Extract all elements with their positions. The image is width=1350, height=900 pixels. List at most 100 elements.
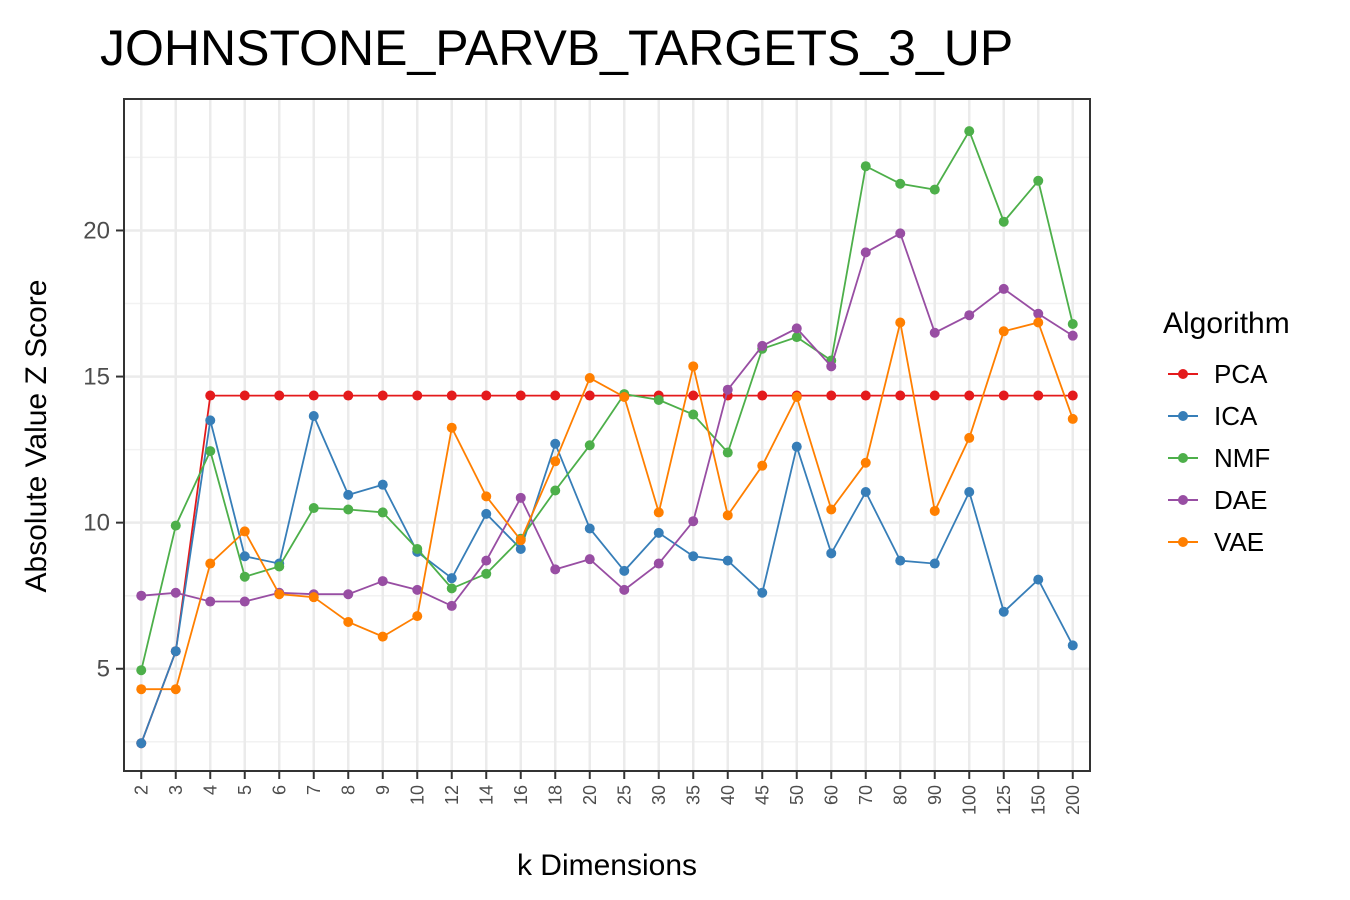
data-point-dae <box>515 492 526 503</box>
data-point-vae <box>1067 413 1078 424</box>
data-point-vae <box>826 504 837 515</box>
x-tick-label: 4 <box>200 785 220 795</box>
data-point-ica <box>653 527 664 538</box>
legend-key-point <box>1178 411 1188 421</box>
x-tick-label: 200 <box>1063 785 1083 815</box>
x-tick-label: 50 <box>787 785 807 805</box>
data-point-vae <box>929 505 940 516</box>
x-tick-label: 10 <box>407 785 427 805</box>
series-line-dae <box>141 232 1074 608</box>
data-point-ica <box>239 551 250 562</box>
data-point-ica <box>481 508 492 519</box>
data-point-dae <box>1033 308 1044 319</box>
data-point-nmf <box>722 447 733 458</box>
data-point-vae <box>757 460 768 471</box>
data-point-pca <box>826 390 837 401</box>
data-point-dae <box>757 340 768 351</box>
data-point-pca <box>964 390 975 401</box>
panel-border <box>123 98 1091 772</box>
x-tick-label: 5 <box>235 785 255 795</box>
data-point-ica <box>308 411 319 422</box>
data-point-pca <box>860 390 871 401</box>
data-point-vae <box>170 684 181 695</box>
data-point-vae <box>205 558 216 569</box>
data-point-pca <box>1067 390 1078 401</box>
data-point-ica <box>205 415 216 426</box>
data-point-vae <box>895 317 906 328</box>
data-point-ica <box>377 479 388 490</box>
x-tick-label: 12 <box>442 785 462 805</box>
data-point-ica <box>791 441 802 452</box>
data-point-dae <box>1067 330 1078 341</box>
data-point-vae <box>1033 317 1044 328</box>
data-point-dae <box>722 384 733 395</box>
data-point-nmf <box>895 178 906 189</box>
legend-item-nmf: NMF <box>1168 443 1270 473</box>
legend-title: Algorithm <box>1163 307 1290 340</box>
data-point-pca <box>308 390 319 401</box>
series-dae <box>136 228 1078 611</box>
data-point-ica <box>929 558 940 569</box>
x-tick-label: 45 <box>752 785 772 805</box>
data-point-nmf <box>136 665 147 676</box>
data-point-ica <box>343 489 354 500</box>
data-point-nmf <box>860 161 871 172</box>
data-point-dae <box>998 283 1009 294</box>
data-point-dae <box>343 589 354 600</box>
data-point-pca <box>1033 390 1044 401</box>
data-point-ica <box>1033 574 1044 585</box>
data-point-vae <box>688 361 699 372</box>
data-point-nmf <box>308 503 319 514</box>
data-point-dae <box>377 576 388 587</box>
data-point-dae <box>446 600 457 611</box>
data-point-ica <box>550 438 561 449</box>
data-point-pca <box>481 390 492 401</box>
data-point-vae <box>274 589 285 600</box>
data-point-pca <box>412 390 423 401</box>
legend-item-dae: DAE <box>1168 485 1267 515</box>
data-point-dae <box>136 590 147 601</box>
x-axis-title: k Dimensions <box>517 849 697 882</box>
data-point-vae <box>412 611 423 622</box>
legend-key-point <box>1178 369 1188 379</box>
data-point-nmf <box>377 507 388 518</box>
x-tick-label: 7 <box>304 785 324 795</box>
data-point-pca <box>998 390 1009 401</box>
data-point-dae <box>619 584 630 595</box>
data-point-vae <box>584 373 595 384</box>
data-point-vae <box>136 684 147 695</box>
data-point-dae <box>826 361 837 372</box>
x-tick-label: 30 <box>649 785 669 805</box>
x-tick-label: 35 <box>683 785 703 805</box>
data-point-nmf <box>412 543 423 554</box>
y-tick-label: 5 <box>97 656 110 683</box>
chart-title: JOHNSTONE_PARVB_TARGETS_3_UP <box>100 20 1013 76</box>
x-tick-label: 20 <box>580 785 600 805</box>
data-point-nmf <box>929 184 940 195</box>
data-point-nmf <box>998 216 1009 227</box>
legend-key-point <box>1178 537 1188 547</box>
data-point-pca <box>205 390 216 401</box>
data-point-vae <box>998 326 1009 337</box>
data-point-vae <box>964 432 975 443</box>
data-point-pca <box>239 390 250 401</box>
legend-key-point <box>1178 453 1188 463</box>
x-tick-label: 100 <box>959 785 979 815</box>
data-point-nmf <box>550 485 561 496</box>
data-point-pca <box>274 390 285 401</box>
data-point-nmf <box>688 409 699 420</box>
data-point-pca <box>929 390 940 401</box>
data-point-dae <box>412 584 423 595</box>
data-point-ica <box>170 646 181 657</box>
legend: Algorithm PCA ICA NMF DAE VAE <box>1163 307 1290 557</box>
data-point-nmf <box>343 504 354 515</box>
data-point-nmf <box>584 440 595 451</box>
data-point-dae <box>791 323 802 334</box>
data-point-pca <box>584 390 595 401</box>
x-tick-label: 25 <box>614 785 634 805</box>
data-point-ica <box>998 606 1009 617</box>
data-point-ica <box>860 486 871 497</box>
x-tick-label: 16 <box>511 785 531 805</box>
